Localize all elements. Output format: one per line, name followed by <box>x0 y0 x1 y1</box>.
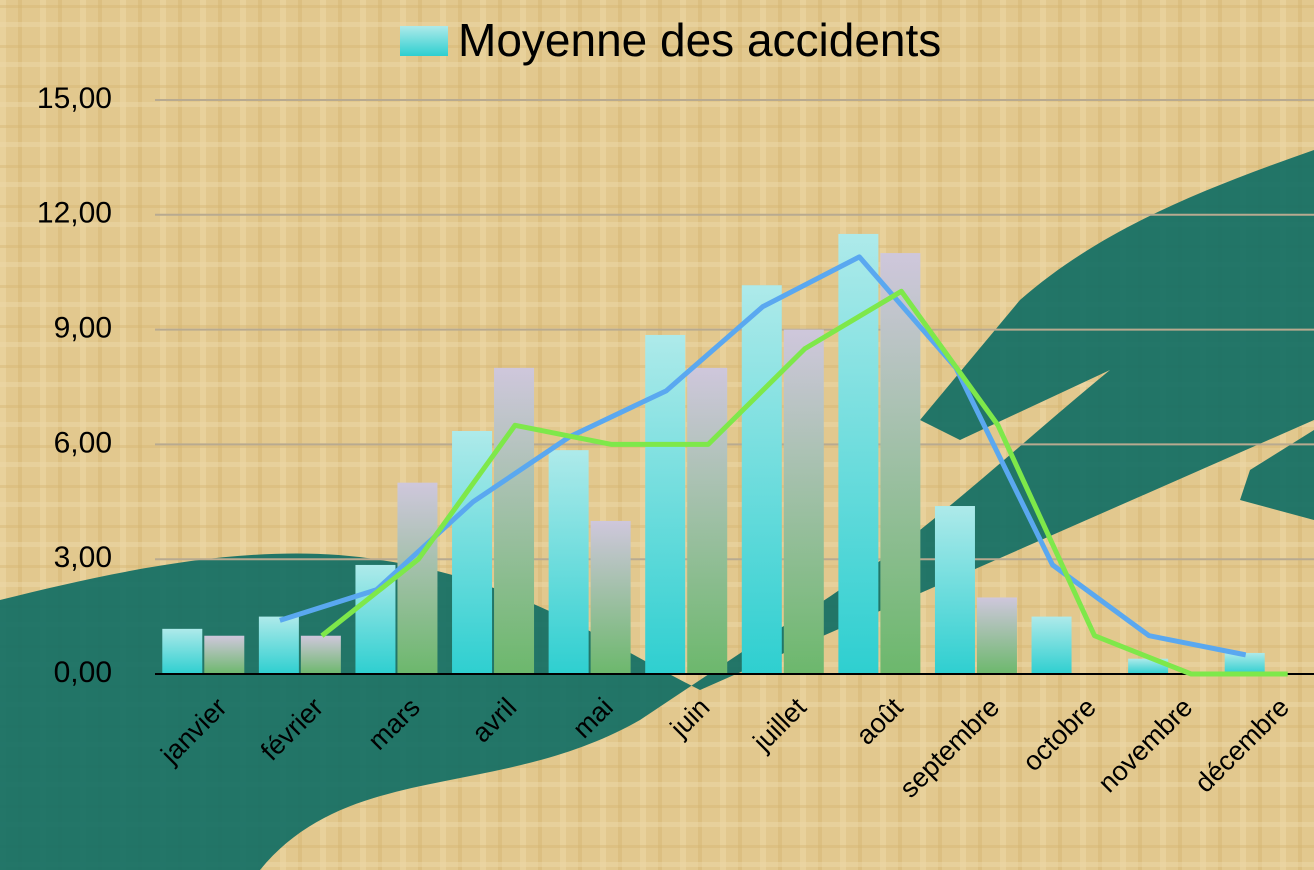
bar <box>934 506 975 674</box>
y-tick-label: 9,00 <box>54 312 112 345</box>
y-tick-label: 3,00 <box>54 541 112 574</box>
bar <box>590 520 631 674</box>
bar <box>687 367 728 674</box>
bar <box>162 628 203 674</box>
bar <box>645 334 686 674</box>
y-tick-label: 15,00 <box>37 82 112 115</box>
bar <box>300 635 341 674</box>
bar <box>1031 616 1072 674</box>
bar <box>880 253 921 675</box>
bar <box>1224 652 1265 674</box>
bar <box>494 367 535 674</box>
y-tick-label: 0,00 <box>54 656 112 689</box>
decor-shape <box>0 150 1314 870</box>
y-tick-label: 6,00 <box>54 426 112 459</box>
bar <box>976 597 1017 674</box>
bar <box>783 329 824 674</box>
bar <box>452 431 493 674</box>
line <box>320 288 1288 677</box>
bar <box>548 450 589 674</box>
y-tick-label: 12,00 <box>37 197 112 230</box>
legend-label: Moyenne des accidents <box>458 14 941 66</box>
bar <box>397 482 438 674</box>
bar <box>838 233 879 674</box>
bar <box>741 285 782 674</box>
legend-swatch <box>400 26 448 56</box>
bar <box>204 635 245 674</box>
bar <box>258 616 299 674</box>
